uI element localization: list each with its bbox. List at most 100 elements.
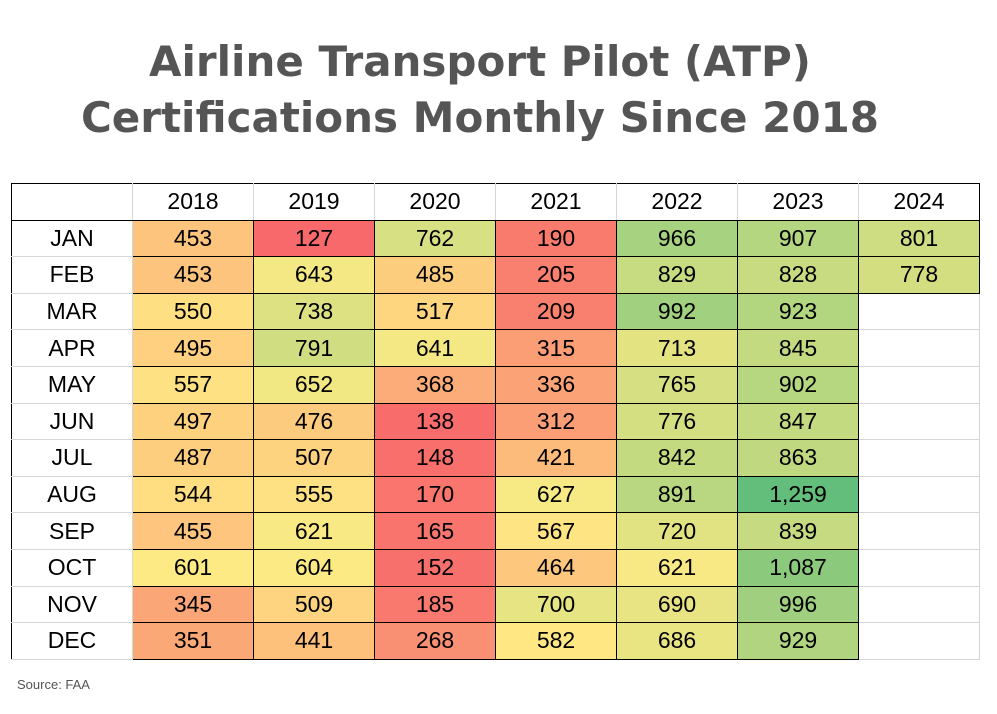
heat-cell-jul-2021: 421 [495, 439, 617, 477]
row-label-dec: DEC [11, 622, 133, 660]
heat-cell-dec-2018: 351 [132, 622, 254, 660]
heat-cell-oct-2022: 621 [616, 548, 738, 587]
row-label-mar: MAR [11, 292, 133, 331]
table-row: NOV 345 509 185 700 690 996 [11, 585, 980, 624]
heat-cell-sep-2022: 720 [616, 512, 738, 550]
heat-cell-sep-2019: 621 [253, 512, 375, 550]
row-label-jun: JUN [11, 402, 133, 441]
heat-cell-jun-2022: 776 [616, 402, 738, 441]
heat-cell-may-2022: 765 [616, 365, 738, 404]
empty-cell [858, 402, 980, 441]
heat-cell-aug-2022: 891 [616, 475, 738, 514]
heat-cell-nov-2023: 996 [737, 585, 859, 624]
heat-cell-dec-2019: 441 [253, 622, 375, 660]
column-header-2020: 2020 [374, 183, 496, 221]
row-label-nov: NOV [11, 585, 133, 624]
heat-cell-oct-2023: 1,087 [737, 548, 859, 587]
heat-cell-apr-2019: 791 [253, 329, 375, 367]
chart-title: Airline Transport Pilot (ATP) Certificat… [0, 34, 960, 146]
heat-cell-oct-2019: 604 [253, 548, 375, 587]
empty-cell [858, 585, 980, 624]
column-header-2023: 2023 [737, 183, 859, 221]
heat-cell-jan-2018: 453 [132, 219, 254, 258]
column-header-2024: 2024 [858, 183, 980, 221]
heat-cell-jan-2024: 801 [858, 219, 980, 258]
empty-cell [858, 548, 980, 587]
heat-cell-dec-2021: 582 [495, 622, 617, 660]
heat-cell-aug-2019: 555 [253, 475, 375, 514]
heatmap-table: 2018 2019 2020 2021 2022 2023 2024 JAN 453 127 762… [11, 183, 980, 660]
table-row: AUG 544 555 170 627 891 1,259 [11, 475, 980, 514]
chart-title-line-2: Certifications Monthly Since 2018 [80, 93, 880, 142]
heat-cell-jun-2021: 312 [495, 402, 617, 441]
table-row: SEP 455 621 165 567 720 839 [11, 512, 980, 550]
table-row: MAR 550 738 517 209 992 923 [11, 292, 980, 331]
heat-cell-jul-2019: 507 [253, 439, 375, 477]
chart-title-line-1: Airline Transport Pilot (ATP) [149, 37, 811, 86]
column-header-2018: 2018 [132, 183, 254, 221]
heat-cell-nov-2019: 509 [253, 585, 375, 624]
heat-cell-feb-2024: 778 [858, 256, 980, 294]
heat-cell-mar-2023: 923 [737, 292, 859, 331]
empty-cell [858, 365, 980, 404]
heat-cell-mar-2018: 550 [132, 292, 254, 331]
table-row: OCT 601 604 152 464 621 1,087 [11, 548, 980, 587]
heat-cell-jul-2022: 842 [616, 439, 738, 477]
heat-cell-apr-2021: 315 [495, 329, 617, 367]
row-label-feb: FEB [11, 256, 133, 294]
column-header-2021: 2021 [495, 183, 617, 221]
heat-cell-apr-2020: 641 [374, 329, 496, 367]
heat-cell-sep-2023: 839 [737, 512, 859, 550]
row-label-may: MAY [11, 365, 133, 404]
row-label-oct: OCT [11, 548, 133, 587]
heat-cell-may-2023: 902 [737, 365, 859, 404]
heat-cell-dec-2023: 929 [737, 622, 859, 660]
heat-cell-nov-2021: 700 [495, 585, 617, 624]
column-header-2022: 2022 [616, 183, 738, 221]
heat-cell-jul-2018: 487 [132, 439, 254, 477]
empty-cell [858, 512, 980, 550]
header-row: 2018 2019 2020 2021 2022 2023 2024 [11, 183, 980, 221]
table-row: APR 495 791 641 315 713 845 [11, 329, 980, 367]
table-row: JUL 487 507 148 421 842 863 [11, 439, 980, 477]
heat-cell-apr-2023: 845 [737, 329, 859, 367]
heat-cell-nov-2020: 185 [374, 585, 496, 624]
heat-cell-jan-2022: 966 [616, 219, 738, 258]
table-row: FEB 453 643 485 205 829 828 778 [11, 256, 980, 294]
heat-cell-sep-2020: 165 [374, 512, 496, 550]
heat-cell-aug-2021: 627 [495, 475, 617, 514]
table-row: JAN 453 127 762 190 966 907 801 [11, 219, 980, 258]
heat-cell-may-2020: 368 [374, 365, 496, 404]
heat-cell-apr-2018: 495 [132, 329, 254, 367]
heat-cell-dec-2022: 686 [616, 622, 738, 660]
heat-cell-aug-2018: 544 [132, 475, 254, 514]
heat-cell-feb-2020: 485 [374, 256, 496, 294]
empty-cell [858, 622, 980, 660]
heat-cell-nov-2022: 690 [616, 585, 738, 624]
heat-cell-jul-2020: 148 [374, 439, 496, 477]
table-row: JUN 497 476 138 312 776 847 [11, 402, 980, 441]
empty-cell [858, 292, 980, 331]
heat-cell-may-2019: 652 [253, 365, 375, 404]
heat-cell-mar-2021: 209 [495, 292, 617, 331]
heat-cell-nov-2018: 345 [132, 585, 254, 624]
table-row: MAY 557 652 368 336 765 902 [11, 365, 980, 404]
row-label-apr: APR [11, 329, 133, 367]
heat-cell-jan-2020: 762 [374, 219, 496, 258]
column-header-2019: 2019 [253, 183, 375, 221]
heat-cell-apr-2022: 713 [616, 329, 738, 367]
heat-cell-may-2021: 336 [495, 365, 617, 404]
heat-cell-jul-2023: 863 [737, 439, 859, 477]
source-note: Source: FAA [17, 677, 90, 692]
empty-cell [858, 475, 980, 514]
heat-cell-jun-2019: 476 [253, 402, 375, 441]
heat-cell-feb-2018: 453 [132, 256, 254, 294]
heat-cell-feb-2019: 643 [253, 256, 375, 294]
heat-cell-jun-2020: 138 [374, 402, 496, 441]
heat-cell-jan-2019: 127 [253, 219, 375, 258]
table-row: DEC 351 441 268 582 686 929 [11, 622, 980, 660]
heat-cell-oct-2020: 152 [374, 548, 496, 587]
row-label-aug: AUG [11, 475, 133, 514]
heat-cell-may-2018: 557 [132, 365, 254, 404]
empty-cell [858, 329, 980, 367]
